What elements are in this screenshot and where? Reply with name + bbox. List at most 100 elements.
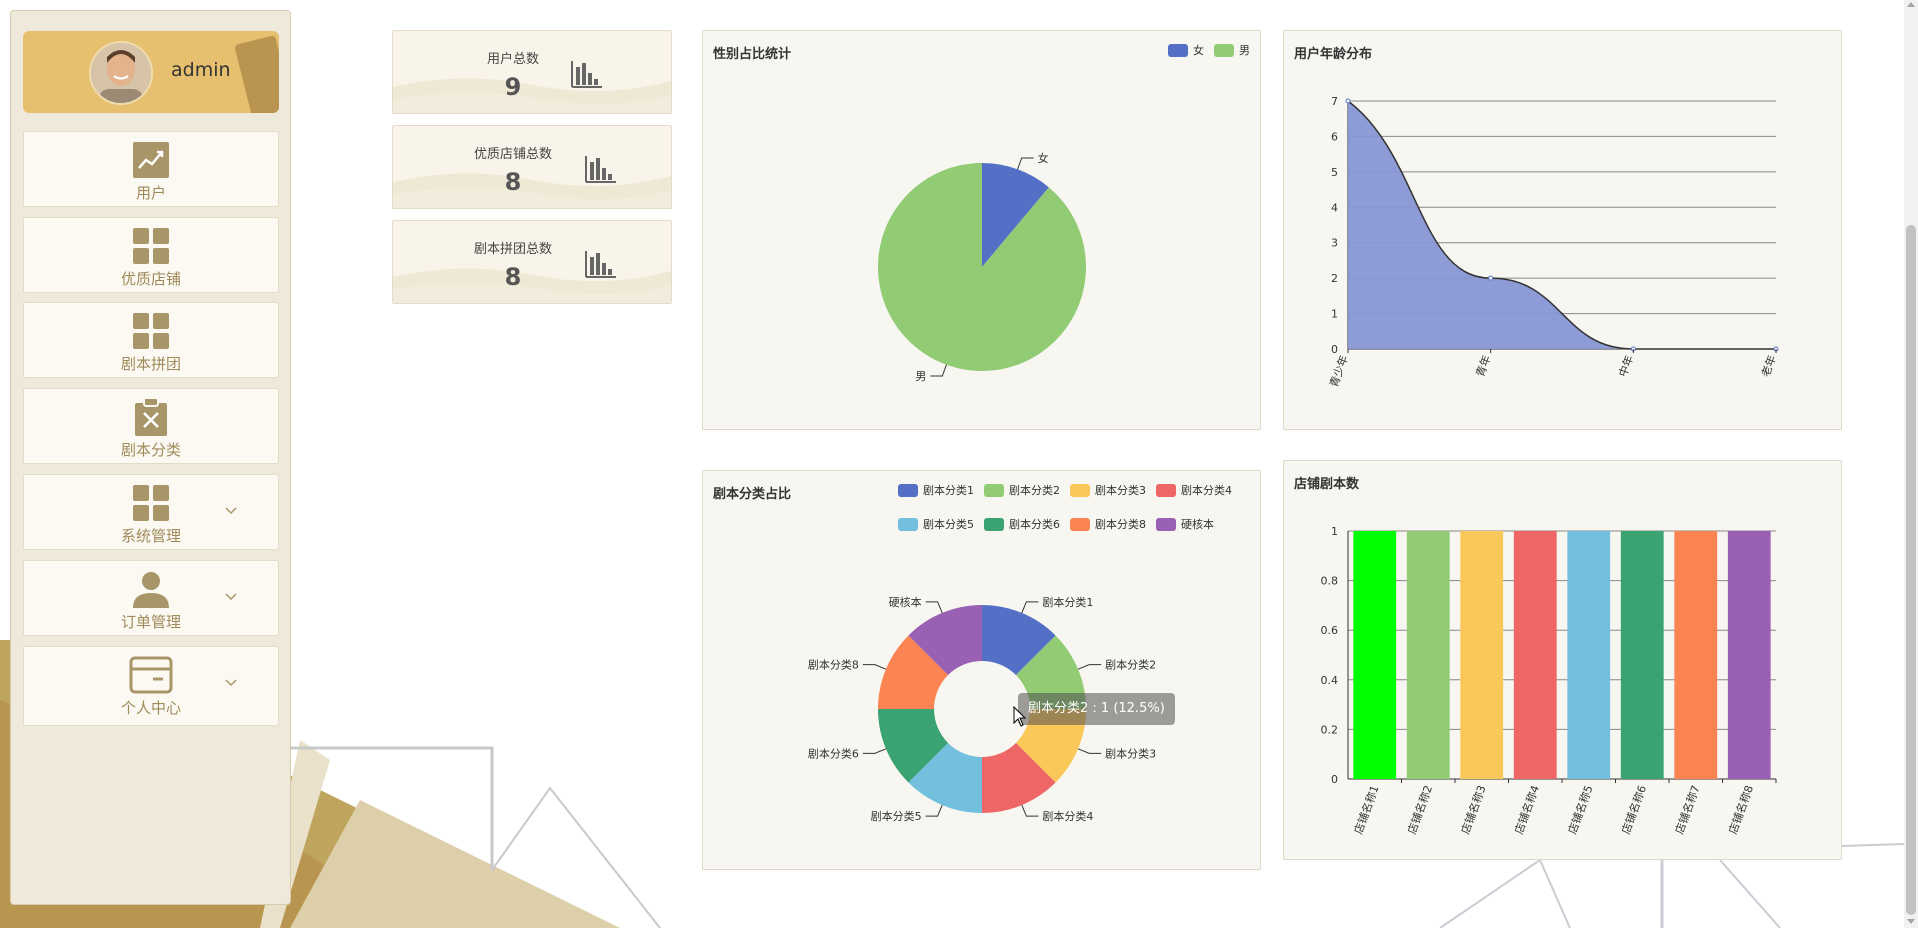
sidebar-item-personal-center[interactable]: 个人中心 [23, 646, 279, 726]
y-tick-label: 0.8 [1321, 575, 1339, 588]
legend-item[interactable]: 剧本分类2 [984, 481, 1060, 499]
legend-label: 剧本分类1 [923, 484, 974, 497]
donut-slice[interactable] [878, 709, 949, 783]
x-tick-label: 中年 [1615, 353, 1636, 378]
donut-slice[interactable] [908, 605, 982, 676]
slice-label-line [1017, 157, 1034, 170]
slice-label: 剧本分类8 [808, 658, 859, 672]
age-area-panel: 0 1 2 3 4 5 6 7 青少年 青年 中年 老年 用户年龄分布 [1283, 30, 1842, 430]
stat-card-quality-shops: 优质店铺总数 8 [392, 125, 672, 209]
legend-label: 剧本分类4 [1181, 484, 1232, 497]
legend-item[interactable]: 女 [1168, 41, 1204, 59]
legend-swatch [1070, 517, 1090, 531]
pie-slice[interactable] [982, 163, 1049, 267]
bar[interactable] [1460, 531, 1504, 779]
slice-label: 男 [915, 370, 926, 383]
donut-slice[interactable] [982, 742, 1056, 813]
x-tick-label: 店铺名称5 [1565, 783, 1596, 836]
user-name[interactable]: admin [171, 59, 231, 81]
legend-swatch [1156, 483, 1176, 497]
legend-swatch [1214, 43, 1234, 57]
bar[interactable] [1620, 531, 1664, 779]
stat-value: 8 [504, 168, 522, 196]
bar[interactable] [1674, 531, 1718, 779]
sidebar-item-script-categories[interactable]: 剧本分类 [23, 388, 279, 464]
bar[interactable] [1567, 531, 1611, 779]
legend-swatch [984, 517, 1004, 531]
chevron-down-icon[interactable] [224, 675, 238, 689]
user-card[interactable]: admin [23, 31, 279, 113]
legend-item[interactable]: 剧本分类5 [898, 515, 974, 533]
data-point[interactable] [1488, 275, 1494, 281]
x-tick-label: 店铺名称3 [1458, 783, 1489, 836]
y-tick-label: 2 [1331, 272, 1338, 285]
legend-swatch [1168, 43, 1188, 57]
bar[interactable] [1406, 531, 1450, 779]
sidebar-item-users[interactable]: 用户 [23, 131, 279, 207]
legend-item[interactable]: 剧本分类6 [984, 515, 1060, 533]
y-tick-label: 0.6 [1321, 624, 1339, 637]
legend-item[interactable]: 剧本分类4 [1156, 481, 1232, 499]
x-tick-label: 店铺名称6 [1618, 783, 1649, 836]
legend-label: 剧本分类6 [1009, 518, 1060, 531]
legend-item[interactable]: 剧本分类3 [1070, 481, 1146, 499]
scrollbar-thumb[interactable] [1906, 225, 1916, 915]
clipboard-x-icon [135, 397, 167, 436]
sidebar-item-quality-shops[interactable]: 优质店铺 [23, 217, 279, 293]
legend-item[interactable]: 剧本分类8 [1070, 515, 1146, 533]
donut-slice[interactable] [908, 742, 982, 813]
x-tick-label: 店铺名称1 [1351, 783, 1382, 836]
gender-pie-panel: 女男 性别占比统计 女男 [702, 30, 1261, 430]
x-tick-label: 店铺名称2 [1404, 783, 1435, 836]
stat-label: 剧本拼团总数 [473, 242, 552, 257]
slice-label-line [925, 804, 943, 817]
panel-title: 性别占比统计 [713, 47, 792, 62]
x-tick-label: 店铺名称7 [1672, 783, 1703, 836]
donut-slice[interactable] [878, 635, 949, 709]
legend-item[interactable]: 剧本分类1 [898, 481, 974, 499]
sidebar-item-system-management[interactable]: 系统管理 [23, 474, 279, 550]
chevron-down-icon[interactable] [224, 589, 238, 603]
slice-label: 剧本分类4 [1042, 809, 1093, 823]
sidebar-item-script-groups[interactable]: 剧本拼团 [23, 302, 279, 378]
scroll-down-icon[interactable] [1907, 919, 1915, 924]
bar[interactable] [1513, 531, 1557, 779]
x-tick-label: 老年 [1758, 353, 1779, 378]
donut-slice[interactable] [1015, 709, 1086, 783]
gender-pie-chart: 女男 [878, 151, 1086, 383]
y-tick-label: 0.4 [1321, 674, 1339, 687]
x-tick-label: 青年 [1473, 353, 1494, 378]
slice-label-line [1077, 664, 1102, 670]
sidebar-item-label: 系统管理 [120, 527, 181, 545]
bar-chart-icon [571, 61, 602, 88]
legend-label: 男 [1239, 44, 1250, 57]
pie-slice[interactable] [878, 163, 1086, 372]
page-scrollbar[interactable] [1904, 0, 1918, 928]
slice-label: 剧本分类1 [1042, 595, 1093, 609]
grid-icon [133, 228, 169, 264]
card-wave-decoration [393, 268, 671, 303]
legend-swatch [1070, 483, 1090, 497]
legend-swatch [898, 517, 918, 531]
age-area-chart: 0 1 2 3 4 5 6 7 青少年 青年 中年 老年 [1326, 95, 1779, 389]
avatar[interactable] [89, 41, 153, 105]
sidebar-item-label: 剧本分类 [120, 441, 181, 459]
legend-item[interactable]: 男 [1214, 41, 1250, 59]
data-point[interactable] [1345, 98, 1351, 104]
y-tick-label: 5 [1331, 166, 1338, 179]
bar[interactable] [1727, 531, 1771, 779]
bar[interactable] [1353, 531, 1397, 779]
y-tick-label: 6 [1331, 130, 1338, 143]
avatar-image [91, 43, 151, 103]
legend-label: 硬核本 [1181, 518, 1214, 531]
x-tick-label: 青少年 [1326, 353, 1350, 389]
scroll-up-icon[interactable] [1907, 2, 1915, 7]
legend-item[interactable]: 硬核本 [1156, 515, 1214, 533]
donut-slice[interactable] [982, 605, 1056, 676]
donut-slice[interactable] [1015, 635, 1086, 709]
chart-tooltip: 剧本分类2 : 1 (12.5%) [1018, 693, 1175, 725]
chevron-down-icon[interactable] [224, 503, 238, 517]
shop-bar-panel: 0 0.2 0.4 0.6 0.8 1 店铺名称1 店铺名称2 店铺名称3 店铺名称4 店铺名称5 店… [1283, 460, 1842, 860]
chart-legend: 剧本分类1 剧本分类2 剧本分类3 剧本分类4 剧本分类5 剧本分类6 剧本分类8 硬核本 [888, 481, 1253, 533]
sidebar-item-order-management[interactable]: 订单管理 [23, 560, 279, 636]
